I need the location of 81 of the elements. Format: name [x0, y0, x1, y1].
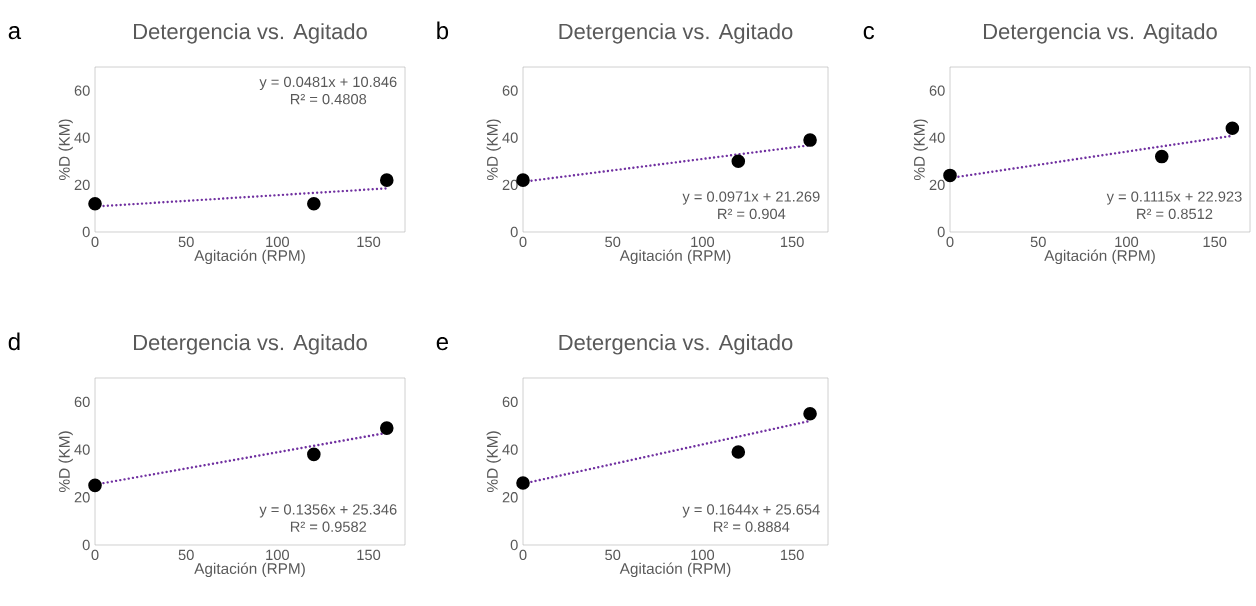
y-tick-label: 0	[82, 539, 90, 551]
chart-title: Detergencia vs. Agitado	[983, 23, 1217, 44]
y-tick-label: 20	[74, 492, 90, 503]
y-tick-label: 0	[510, 539, 518, 551]
y-tick-label: 40	[502, 444, 518, 455]
x-axis-title: Agitación (RPM)	[1044, 249, 1155, 265]
x-tick-label: 100	[266, 549, 290, 561]
y-tick-label: 40	[502, 132, 518, 143]
x-tick-label: 50	[178, 236, 194, 248]
x-axis-title: Agitación (RPM)	[619, 562, 731, 578]
x-tick-label: 100	[691, 236, 715, 248]
y-axis-title: %D (KM)	[58, 431, 73, 493]
x-tick-label: 0	[946, 236, 954, 248]
text: d	[8, 332, 20, 351]
x-tick-label: 0	[519, 549, 527, 561]
y-axis-title: %D (KM)	[486, 431, 501, 493]
x-tick-label: 50	[1030, 236, 1046, 248]
x-tick-label: 150	[781, 236, 804, 248]
y-tick-label: 20	[502, 492, 518, 503]
annotation: R² = 0.8884	[714, 521, 790, 532]
chart-title: Detergencia vs. Agitado	[134, 23, 367, 44]
annotation: y = 0.1356x + 25.346	[259, 504, 397, 518]
x-tick-label: 150	[357, 549, 381, 561]
y-tick-label: 40	[929, 132, 945, 143]
point	[803, 406, 817, 421]
x-tick-label: 150	[1203, 236, 1227, 248]
point	[516, 173, 530, 187]
y-tick-label: 0	[937, 226, 945, 238]
y-axis-title: %D (KM)	[58, 119, 73, 181]
point	[1154, 149, 1169, 164]
annotation: y = 0.0971x + 21.269	[682, 191, 820, 205]
y-axis-title: %D (KM)	[913, 119, 928, 181]
y-tick-label: 20	[929, 179, 945, 191]
x-tick-label: 150	[357, 236, 381, 248]
point	[88, 478, 102, 493]
y-tick-label: 60	[74, 85, 90, 96]
y-tick-label: 60	[929, 85, 945, 96]
annotation: y = 0.1115x + 22.923	[1106, 191, 1242, 205]
x-tick-label: 100	[691, 549, 715, 561]
x-tick-label: 0	[91, 236, 99, 248]
chart-title: Detergencia vs. Agitado	[134, 334, 367, 355]
annotation: R² = 0.4808	[290, 93, 367, 105]
annotation: R² = 0.9582	[290, 521, 367, 532]
annotation: y = 0.0481x + 10.846	[259, 76, 397, 90]
y-tick-label: 20	[74, 179, 90, 191]
text: e	[436, 337, 448, 351]
point	[731, 154, 746, 169]
text: c	[863, 26, 875, 40]
y-tick-label: 40	[74, 444, 90, 455]
x-axis-title: Agitación (RPM)	[194, 562, 305, 578]
y-axis-title: %D (KM)	[486, 119, 501, 181]
chart-title: Detergencia vs. Agitado	[559, 334, 793, 355]
point	[803, 133, 817, 147]
point	[307, 447, 321, 462]
x-tick-label: 0	[519, 236, 527, 248]
y-tick-label: 40	[74, 132, 90, 143]
point	[516, 476, 530, 490]
x-tick-label: 100	[1115, 236, 1139, 248]
x-axis-title: Agitación (RPM)	[194, 249, 305, 265]
point	[731, 445, 746, 459]
y-tick-label: 0	[510, 226, 518, 238]
x-tick-label: 50	[605, 236, 621, 248]
point	[943, 168, 957, 183]
annotation: R² = 0.904	[718, 208, 786, 220]
y-tick-label: 60	[74, 396, 90, 408]
text: b	[437, 21, 449, 40]
x-tick-label: 0	[91, 549, 99, 561]
annotation: R² = 0.8512	[1137, 208, 1213, 220]
annotation: y = 0.1644x + 25.654	[682, 504, 820, 518]
point	[379, 421, 394, 435]
chart-title: Detergencia vs. Agitado	[559, 23, 793, 44]
x-tick-label: 50	[605, 549, 621, 561]
y-tick-label: 60	[502, 396, 518, 408]
y-tick-label: 20	[502, 179, 518, 191]
x-axis-title: Agitación (RPM)	[619, 249, 731, 265]
x-tick-label: 150	[781, 549, 804, 561]
y-tick-label: 60	[502, 85, 518, 96]
x-tick-label: 100	[266, 236, 290, 248]
x-tick-label: 50	[178, 549, 194, 561]
y-tick-label: 0	[82, 226, 90, 238]
text: a	[8, 26, 22, 40]
